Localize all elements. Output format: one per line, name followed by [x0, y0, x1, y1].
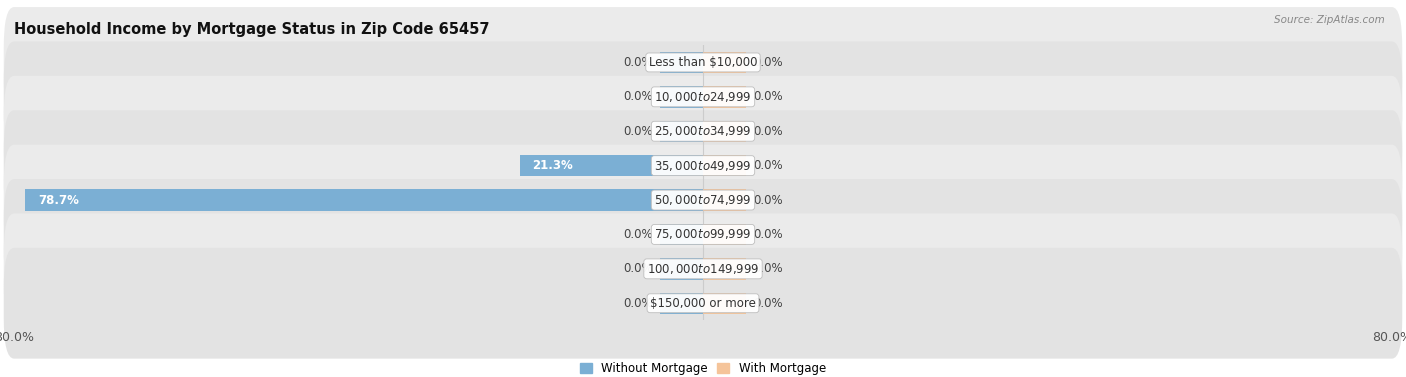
Bar [659, 52, 703, 73]
Bar [703, 224, 747, 245]
Text: 0.0%: 0.0% [754, 125, 783, 138]
FancyBboxPatch shape [4, 145, 1402, 256]
Bar [703, 293, 747, 314]
Text: 0.0%: 0.0% [754, 262, 783, 275]
FancyBboxPatch shape [4, 41, 1402, 152]
Legend: Without Mortgage, With Mortgage: Without Mortgage, With Mortgage [581, 362, 825, 375]
Text: 0.0%: 0.0% [623, 90, 652, 103]
Bar [520, 155, 703, 176]
Text: Source: ZipAtlas.com: Source: ZipAtlas.com [1274, 15, 1385, 25]
Text: 0.0%: 0.0% [754, 56, 783, 69]
Text: 0.0%: 0.0% [754, 297, 783, 310]
FancyBboxPatch shape [4, 179, 1402, 290]
Text: 78.7%: 78.7% [38, 193, 79, 207]
Text: 21.3%: 21.3% [533, 159, 574, 172]
Text: $150,000 or more: $150,000 or more [650, 297, 756, 310]
Bar [703, 121, 747, 142]
Text: 0.0%: 0.0% [623, 56, 652, 69]
Text: 0.0%: 0.0% [754, 159, 783, 172]
Bar [25, 189, 703, 211]
Text: $50,000 to $74,999: $50,000 to $74,999 [654, 193, 752, 207]
Bar [659, 86, 703, 107]
Bar [703, 155, 747, 176]
Bar [703, 86, 747, 107]
Bar [703, 189, 747, 211]
FancyBboxPatch shape [4, 248, 1402, 359]
Bar [703, 52, 747, 73]
Text: $75,000 to $99,999: $75,000 to $99,999 [654, 227, 752, 241]
FancyBboxPatch shape [4, 213, 1402, 324]
Text: $35,000 to $49,999: $35,000 to $49,999 [654, 159, 752, 173]
FancyBboxPatch shape [4, 76, 1402, 187]
Text: Less than $10,000: Less than $10,000 [648, 56, 758, 69]
Text: 0.0%: 0.0% [623, 297, 652, 310]
Text: 0.0%: 0.0% [754, 90, 783, 103]
Bar [659, 258, 703, 279]
Text: 0.0%: 0.0% [754, 193, 783, 207]
Bar [659, 121, 703, 142]
Text: 0.0%: 0.0% [623, 125, 652, 138]
Text: Household Income by Mortgage Status in Zip Code 65457: Household Income by Mortgage Status in Z… [14, 22, 489, 37]
Bar [659, 224, 703, 245]
Bar [703, 258, 747, 279]
Text: $10,000 to $24,999: $10,000 to $24,999 [654, 90, 752, 104]
FancyBboxPatch shape [4, 7, 1402, 118]
Text: 0.0%: 0.0% [754, 228, 783, 241]
FancyBboxPatch shape [4, 110, 1402, 221]
Text: $25,000 to $34,999: $25,000 to $34,999 [654, 124, 752, 138]
Text: 0.0%: 0.0% [623, 228, 652, 241]
Text: $100,000 to $149,999: $100,000 to $149,999 [647, 262, 759, 276]
Bar [659, 293, 703, 314]
Text: 0.0%: 0.0% [623, 262, 652, 275]
